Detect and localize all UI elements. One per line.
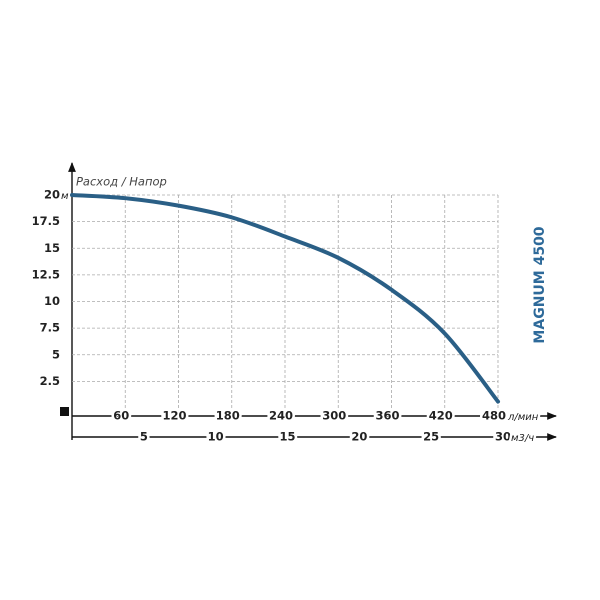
y-tick-label: 7.5: [40, 321, 60, 335]
x2-tick-label: 5: [140, 430, 148, 444]
axis-label: Расход / Напор: [76, 175, 167, 189]
x-tick-label: 360: [375, 409, 399, 423]
y-tick-label: 12.5: [32, 267, 60, 281]
x-tick-label: 180: [216, 409, 240, 423]
y-tick-label: 17.5: [32, 214, 60, 228]
x-tick-label: 300: [322, 409, 346, 423]
x-tick-label: 480: [482, 409, 506, 423]
origin-square: [60, 407, 69, 416]
y-tick-label: 5: [52, 347, 60, 361]
x2-unit: м3/ч: [511, 433, 534, 444]
x2-tick-label: 15: [279, 430, 295, 444]
x-tick-label: 120: [162, 409, 186, 423]
y-tick-label: 2.5: [40, 374, 60, 388]
x2-tick-label: 25: [423, 430, 439, 444]
x2-tick-label: 10: [208, 430, 224, 444]
y-tick-label: 10: [44, 294, 60, 308]
x-tick-label: 60: [113, 409, 129, 423]
x-unit: л/мин: [507, 412, 539, 423]
y-unit: м: [61, 191, 69, 202]
x-tick-label: 420: [429, 409, 453, 423]
x-tick-label: 240: [269, 409, 293, 423]
x2-tick-label: 20: [351, 430, 367, 444]
y-tick-label: 15: [44, 241, 60, 255]
curve: [70, 193, 500, 404]
y-tick-label: 20: [44, 188, 60, 202]
x2-tick-label: 30: [495, 430, 511, 444]
chart-title: MAGNUM 4500: [532, 226, 548, 343]
